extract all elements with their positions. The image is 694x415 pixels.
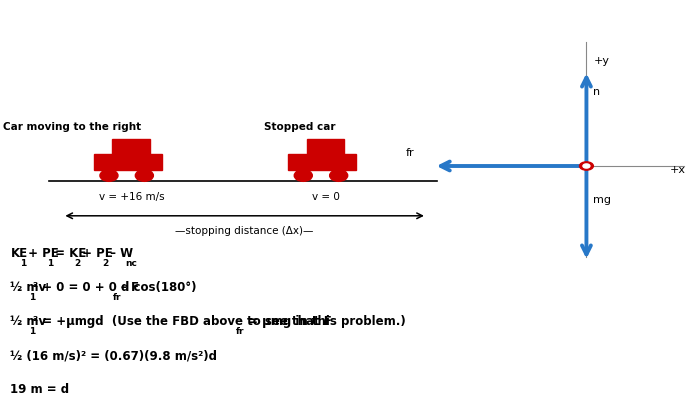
Text: = μmg in this problem.): = μmg in this problem.) bbox=[244, 315, 405, 328]
Text: v = 0: v = 0 bbox=[312, 192, 340, 202]
Text: ½ mv: ½ mv bbox=[10, 315, 46, 328]
Ellipse shape bbox=[100, 170, 118, 181]
Text: KE: KE bbox=[10, 247, 28, 260]
Circle shape bbox=[583, 164, 590, 168]
Bar bbox=[112, 139, 150, 154]
Ellipse shape bbox=[294, 170, 312, 181]
Text: 1: 1 bbox=[47, 259, 53, 269]
Text: nc: nc bbox=[125, 259, 137, 269]
Text: = KE: = KE bbox=[51, 247, 86, 260]
Text: —stopping distance (Δx)—: —stopping distance (Δx)— bbox=[175, 226, 314, 236]
Text: 2: 2 bbox=[102, 259, 108, 269]
Text: fr: fr bbox=[236, 327, 244, 337]
Text: – W: – W bbox=[106, 247, 133, 260]
Text: ½ (16 m/s)² = (0.67)(9.8 m/s²)d: ½ (16 m/s)² = (0.67)(9.8 m/s²)d bbox=[10, 349, 217, 362]
Text: +y: +y bbox=[593, 56, 609, 66]
Text: 1: 1 bbox=[29, 293, 35, 303]
Text: n: n bbox=[593, 87, 600, 97]
Text: fr: fr bbox=[113, 293, 122, 303]
Ellipse shape bbox=[330, 170, 348, 181]
Text: 2: 2 bbox=[75, 259, 81, 269]
Text: d cos(180°): d cos(180°) bbox=[121, 281, 196, 294]
Text: + PE: + PE bbox=[78, 247, 113, 260]
Text: 1: 1 bbox=[29, 327, 35, 337]
Text: v = +16 m/s: v = +16 m/s bbox=[99, 192, 164, 202]
Bar bbox=[94, 154, 162, 170]
Text: Car moving to the right: Car moving to the right bbox=[3, 122, 142, 132]
Text: +x: +x bbox=[670, 165, 686, 175]
Bar bbox=[307, 139, 344, 154]
Text: + PE: + PE bbox=[24, 247, 58, 260]
Text: ½ mv: ½ mv bbox=[10, 281, 46, 294]
Bar bbox=[288, 154, 356, 170]
Text: 19 m = d: 19 m = d bbox=[10, 383, 69, 396]
Text: 1: 1 bbox=[20, 259, 26, 269]
Circle shape bbox=[579, 162, 593, 170]
Text: ² + 0 = 0 + 0 – F: ² + 0 = 0 + 0 – F bbox=[33, 281, 139, 294]
Text: mg: mg bbox=[593, 195, 611, 205]
Ellipse shape bbox=[135, 170, 153, 181]
Text: fr: fr bbox=[406, 148, 414, 158]
Text: ² = +μmgd  (Use the FBD above to see that F: ² = +μmgd (Use the FBD above to see that… bbox=[33, 315, 332, 328]
Text: Stopped car: Stopped car bbox=[264, 122, 335, 132]
